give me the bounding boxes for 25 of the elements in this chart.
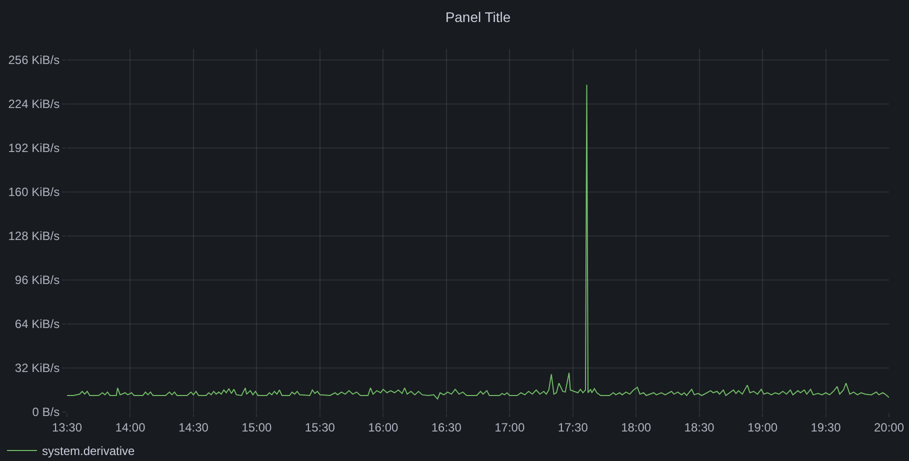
x-tick-label: 19:30: [810, 420, 842, 434]
chart-title: Panel Title: [445, 8, 511, 25]
x-tick-label: 17:00: [494, 420, 525, 434]
x-tick-label: 15:30: [304, 420, 336, 434]
y-tick-label: 224 KiB/s: [8, 97, 60, 112]
y-tick-label: 96 KiB/s: [14, 273, 60, 288]
x-tick-label: 18:30: [684, 420, 715, 434]
x-tick-label: 20:00: [874, 420, 904, 434]
y-tick-label: 160 KiB/s: [8, 185, 60, 200]
x-tick-label: 16:30: [431, 420, 462, 434]
x-tick-label: 14:30: [178, 420, 209, 434]
y-tick-label: 64 KiB/s: [14, 317, 60, 332]
y-tick-label: 0 B/s: [32, 405, 60, 420]
x-tick-label: 15:00: [242, 420, 272, 434]
x-tick-label: 14:00: [115, 420, 146, 434]
x-tick-label: 13:30: [52, 420, 82, 434]
x-tick-label: 16:00: [368, 420, 398, 434]
y-tick-label: 128 KiB/s: [8, 229, 60, 244]
y-tick-label: 192 KiB/s: [8, 141, 60, 156]
x-tick-label: 19:00: [748, 420, 778, 434]
x-tick-label: 18:00: [621, 420, 652, 434]
legend-label: system.derivative: [42, 444, 136, 458]
y-tick-label: 256 KiB/s: [8, 53, 60, 68]
y-tick-label: 32 KiB/s: [14, 361, 60, 376]
x-tick-label: 17:30: [558, 420, 588, 434]
